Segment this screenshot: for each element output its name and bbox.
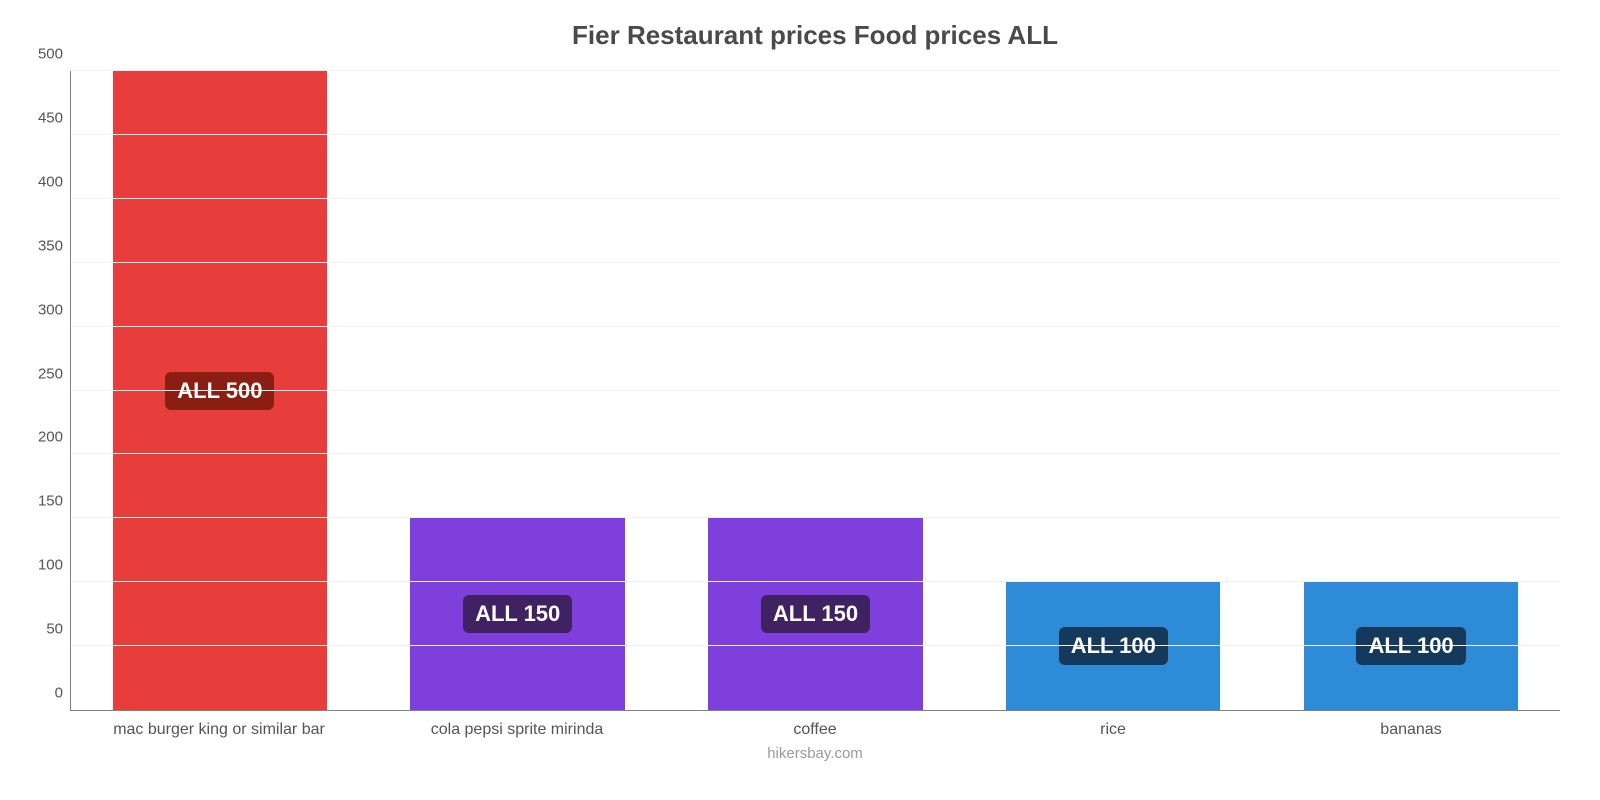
x-tick-label: bananas: [1262, 721, 1560, 739]
x-tick-label: rice: [964, 721, 1262, 739]
grid-line: [71, 134, 1560, 135]
x-tick-label: cola pepsi sprite mirinda: [368, 721, 666, 739]
grid-line: [71, 517, 1560, 518]
bar: ALL 500: [113, 71, 327, 710]
y-tick-label: 200: [38, 429, 71, 446]
y-tick-label: 500: [38, 46, 71, 63]
plot-area: ALL 500ALL 150ALL 150ALL 100ALL 100 0501…: [70, 71, 1560, 711]
bar: ALL 150: [410, 518, 624, 710]
bar-slot: ALL 100: [964, 71, 1262, 710]
x-tick-label: coffee: [666, 721, 964, 739]
bar-slot: ALL 150: [667, 71, 965, 710]
price-bar-chart: Fier Restaurant prices Food prices ALL A…: [0, 0, 1600, 800]
grid-line: [71, 262, 1560, 263]
grid-line: [71, 390, 1560, 391]
bar-value-badge: ALL 150: [463, 595, 572, 633]
grid-line: [71, 198, 1560, 199]
x-axis-labels: mac burger king or similar barcola pepsi…: [70, 721, 1560, 739]
y-tick-label: 350: [38, 237, 71, 254]
grid-line: [71, 453, 1560, 454]
y-tick-label: 450: [38, 109, 71, 126]
y-tick-label: 300: [38, 301, 71, 318]
y-tick-label: 0: [55, 685, 71, 702]
grid-line: [71, 581, 1560, 582]
y-tick-label: 100: [38, 557, 71, 574]
y-tick-label: 400: [38, 173, 71, 190]
y-tick-label: 250: [38, 365, 71, 382]
chart-footer: hikersbay.com: [70, 745, 1560, 762]
x-tick-label: mac burger king or similar bar: [70, 721, 368, 739]
bars-container: ALL 500 ALL 150 ALL 150 ALL 100ALL 100: [71, 71, 1560, 710]
bar: ALL 150: [708, 518, 922, 710]
bar-slot: ALL 150: [369, 71, 667, 710]
grid-line: [71, 70, 1560, 71]
grid-line: [71, 645, 1560, 646]
bar-slot: ALL 500: [71, 71, 369, 710]
bar-value-badge: ALL 500: [165, 372, 274, 410]
y-tick-label: 50: [46, 621, 71, 638]
chart-title: Fier Restaurant prices Food prices ALL: [70, 20, 1560, 51]
bar-slot: ALL 100: [1262, 71, 1560, 710]
y-tick-label: 150: [38, 493, 71, 510]
bar-value-badge: ALL 150: [761, 595, 870, 633]
grid-line: [71, 326, 1560, 327]
